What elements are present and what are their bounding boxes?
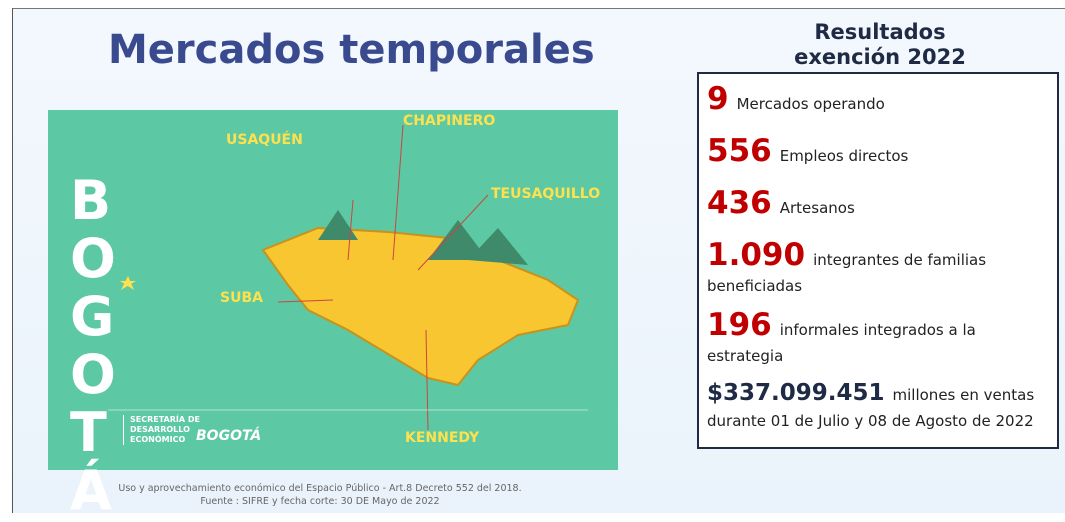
bogota-logo: BOGOTÁ: [196, 428, 261, 444]
secretaria-logo: SECRETARÍA DE DESARROLLO ECONÓMICO: [123, 415, 200, 445]
result-number: 1.090: [707, 237, 805, 273]
page: Mercados temporales BOGOTÁ USAQUÉN CHAPI…: [0, 0, 1065, 512]
locality-label: TEUSAQUILLO: [491, 186, 600, 202]
source-note: Uso y aprovechamiento económico del Espa…: [110, 482, 530, 508]
slide-title: Mercados temporales: [108, 27, 595, 73]
results-title: Resultados exención 2022: [775, 20, 985, 70]
locality-label: CHAPINERO: [403, 113, 495, 129]
result-number: 9: [707, 81, 729, 117]
result-text: Artesanos: [780, 199, 855, 217]
result-number: 436: [707, 185, 772, 221]
map-image: BOGOTÁ USAQUÉN CHAPINERO TEUSAQUILLO SUB…: [48, 110, 618, 470]
wordmark: BOGOTÁ: [70, 172, 140, 520]
locality-label: USAQUÉN: [226, 132, 303, 148]
result-number: $337.099.451: [707, 380, 885, 406]
locality-label: KENNEDY: [405, 430, 479, 446]
locality-label: SUBA: [220, 290, 263, 306]
result-number: 196: [707, 307, 772, 343]
result-text: Empleos directos: [780, 147, 909, 165]
result-text: Mercados operando: [737, 95, 885, 113]
result-number: 556: [707, 133, 772, 169]
